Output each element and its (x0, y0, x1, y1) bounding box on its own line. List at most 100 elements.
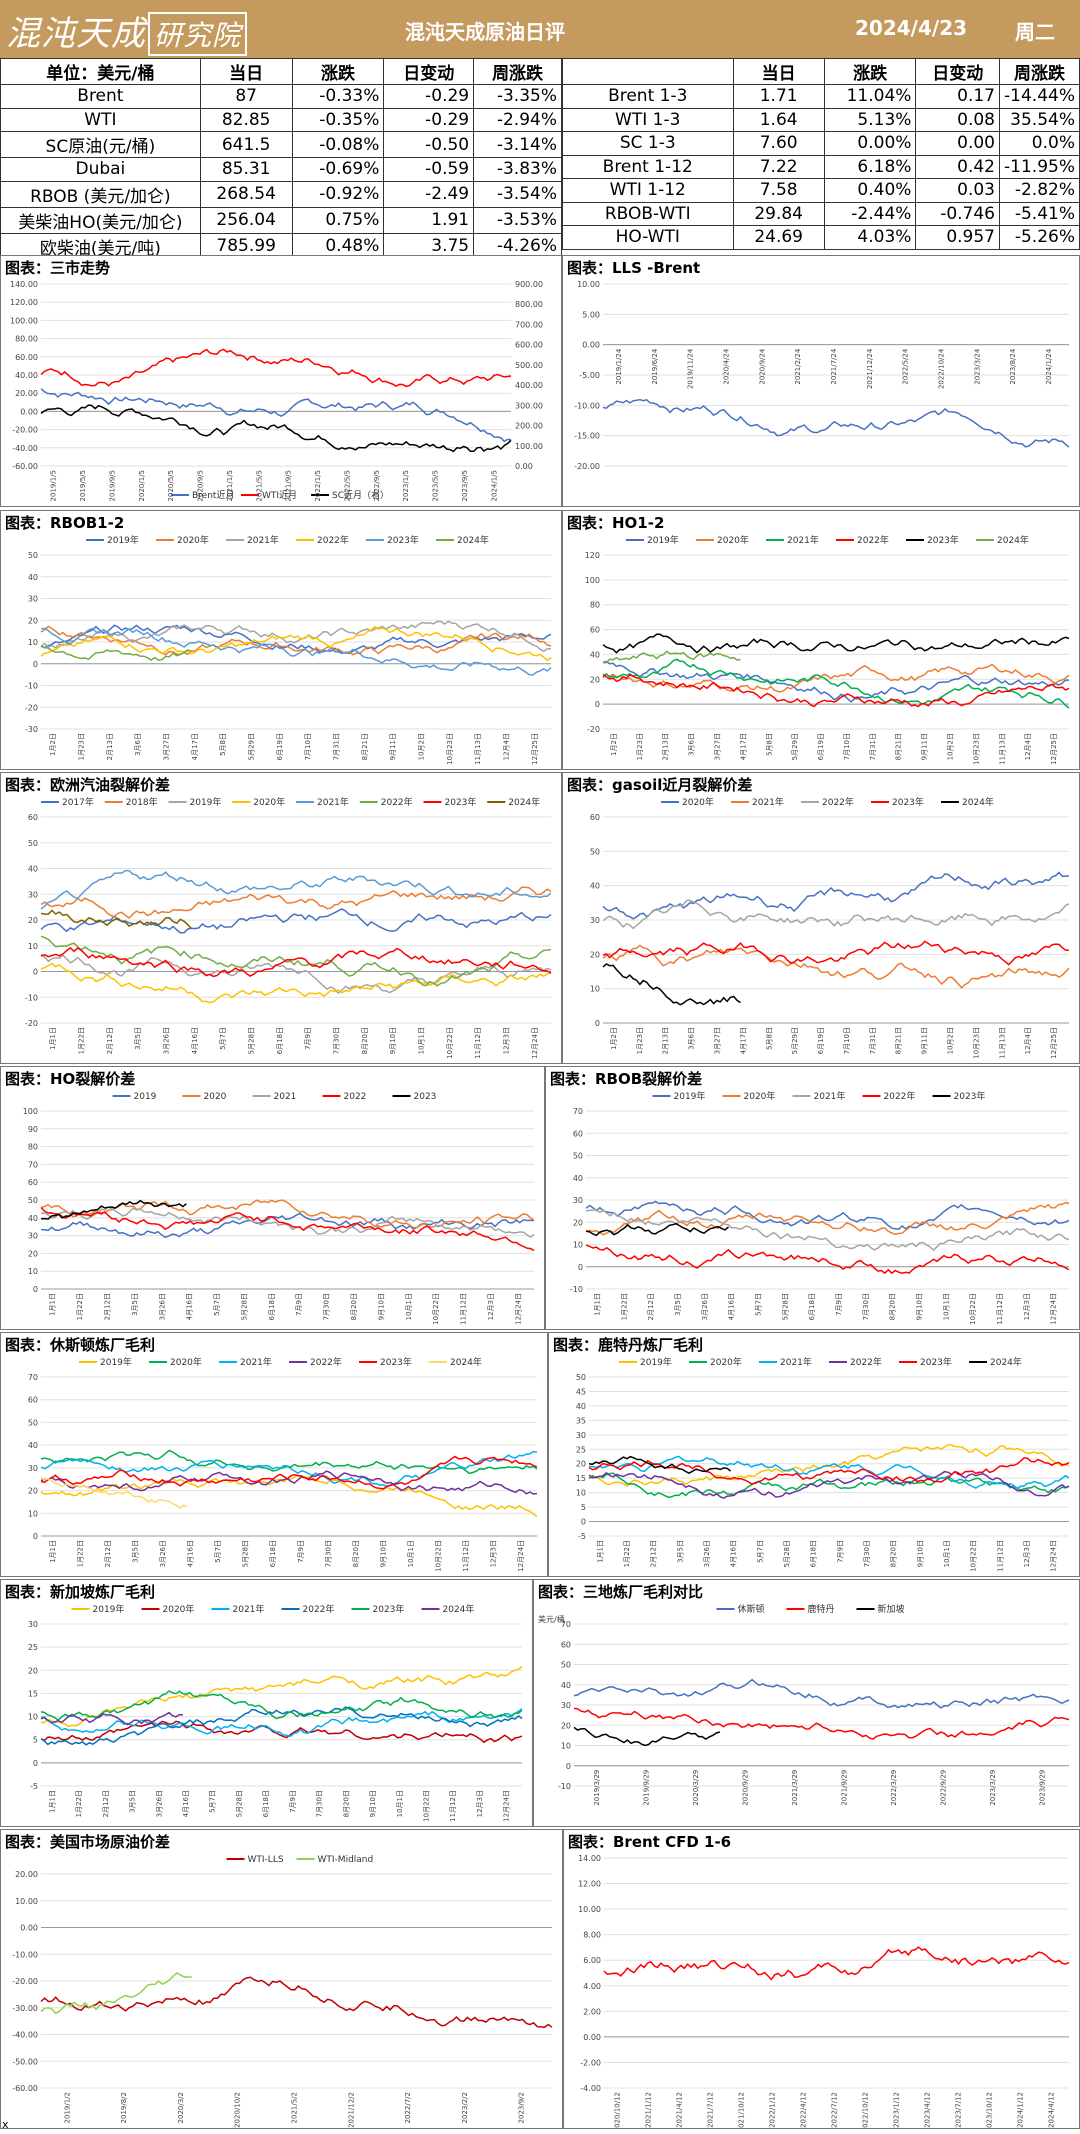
y2-tick-label: 400.00 (515, 381, 543, 390)
y-tick-label: 40.00 (15, 371, 38, 380)
cell-value: 29.84 (732, 201, 825, 226)
row-label: Brent (0, 84, 201, 109)
y-tick-label: 45 (576, 1387, 586, 1396)
x-tick-label: 12月3日 (490, 1540, 498, 1567)
series-line (40, 1706, 523, 1746)
x-tick-label: 2020/10/12 (614, 2092, 622, 2128)
x-tick-label: 2023/3/24 (973, 348, 981, 384)
x-tick-label: 12月24日 (517, 1540, 525, 1572)
y-tick-label: -10 (25, 993, 38, 1002)
legend-entry: 2020年 (163, 1603, 195, 1615)
y-tick-label: -5 (30, 1782, 38, 1791)
y-tick-label: 100 (23, 1107, 38, 1116)
y-tick-label: 30 (28, 1620, 38, 1629)
y-tick-label: 60 (28, 1396, 38, 1405)
chart-plot: 10.00 5.00 0.00 -5.00 -10.00 -15.00 -20.00 2019… (574, 280, 1070, 471)
y-tick-label: 30 (28, 595, 38, 604)
x-tick-label: 2021/4/12 (676, 2092, 684, 2128)
x-tick-label: 4月17日 (739, 733, 747, 760)
x-tick-label: 8月20日 (350, 1293, 358, 1320)
x-tick-label: 7月9日 (836, 1540, 844, 1563)
x-tick-label: 11月13日 (474, 733, 482, 765)
y-tick-label: 60 (590, 626, 600, 635)
series-line (602, 663, 1070, 693)
chart-three-refinery: 图表：三地炼厂毛利对比 休斯顿 鹿特丹 新加坡 70 60 50 40 30 20 10 0 -10 美元… (533, 1579, 1080, 1827)
y-tick-label: 50 (28, 1418, 38, 1427)
x-tick-label: 4月16日 (728, 1293, 736, 1320)
series-line (40, 1212, 535, 1239)
x-tick-label: 1月22日 (76, 1540, 84, 1567)
report-weekday: 周二 (1015, 20, 1055, 44)
x-tick-label: 2022/7/12 (831, 2092, 839, 2128)
legend-entry: 2021年 (240, 1356, 272, 1368)
y-tick-label: -20 (587, 725, 600, 734)
y-tick-label: 10 (28, 1509, 38, 1518)
x-tick-label: 2023/7/12 (955, 2092, 963, 2128)
x-tick-label: 2月12日 (103, 1293, 111, 1320)
chart-rbob-1-2: 图表：RBOB1-2 2019年 2020年 2021年 2022年 2023年 2024年… (0, 510, 562, 770)
chart-plot: 2019年 2020年 2021年 2022年 2023年 2024年 70 60 50 40 30… (28, 1356, 538, 1572)
x-tick-label: 8月20日 (361, 1027, 369, 1054)
y-tick-label: 40 (561, 1681, 571, 1690)
x-tick-label: 6月18日 (276, 1027, 284, 1054)
y-tick-label: 0 (33, 968, 38, 977)
x-tick-label: 1月22日 (75, 1790, 83, 1817)
y-tick-label: -20 (25, 1019, 38, 1028)
x-tick-label: 4月16日 (186, 1293, 194, 1320)
x-tick-label: 9月10日 (916, 1540, 924, 1567)
chart-title: 图表：欧洲汽油裂解价差 (5, 776, 171, 794)
x-tick-label: 5月7日 (219, 1027, 227, 1050)
legend-entry: 2023年 (373, 1603, 405, 1615)
chart-title: 图表：三市走势 (5, 259, 111, 277)
legend-entry: WTI近月 (262, 489, 297, 501)
table-header-cell: 涨跌 (291, 58, 385, 85)
y-tick-label: 10.00 (578, 1905, 601, 1914)
x-tick-label: 4月16日 (182, 1790, 190, 1817)
x-tick-label: 2021/2/24 (794, 348, 802, 384)
x-tick-label: 2020/3/29 (692, 1770, 700, 1806)
x-tick-label: 6月18日 (268, 1293, 276, 1320)
y-tick-label: 30 (561, 1701, 571, 1710)
x-tick-label: 2022/7/2 (404, 2092, 412, 2123)
y-tick-label: 50 (573, 1152, 583, 1161)
y-tick-label: 60 (28, 813, 38, 822)
x-tick-label: 2020/4/24 (722, 348, 730, 384)
x-tick-label: 9月10日 (369, 1790, 377, 1817)
y-tick-label: 10 (576, 1489, 586, 1498)
x-tick-label: 3月27日 (714, 1027, 722, 1054)
chart-plot: 休斯顿 鹿特丹 新加坡 70 60 50 40 30 20 10 0 -10 美元/桶 2019/3/29… (538, 1603, 1070, 1806)
chart-title: 图表：gasoil近月裂解价差 (567, 776, 753, 794)
y-tick-label: 35 (576, 1416, 586, 1425)
table-header-cell: 周涨跌 (999, 58, 1080, 85)
y-tick-label: 30 (28, 1232, 38, 1241)
chart-plot: 2019 2020 2021 2022 202310090807060504030201… (23, 1092, 535, 1325)
x-tick-label: 10月1日 (405, 1293, 413, 1320)
x-tick-label: 3月26日 (155, 1790, 163, 1817)
y-tick-label: 4.00 (583, 1982, 601, 1991)
y-tick-label: -10 (558, 1782, 571, 1791)
cell-value: -2.82% (999, 178, 1080, 203)
x-tick-label: 10月22日 (446, 1027, 454, 1059)
x-tick-label: 11月12日 (449, 1790, 457, 1822)
chart-plot: 2020年 2021年 2022年 2023年 2024年 60 50 40 30 20 10 0 1月… (590, 796, 1070, 1059)
x-tick-label: 3月26日 (163, 1027, 171, 1054)
y-tick-label: 40 (590, 650, 600, 659)
x-tick-label: 2021/9/5 (285, 470, 293, 501)
x-tick-label: 9月10日 (379, 1540, 387, 1567)
cell-value: -0.29 (383, 84, 475, 109)
x-tick-label: 9月10日 (377, 1293, 385, 1320)
x-tick-label: 5月28日 (235, 1790, 243, 1817)
y-tick-label: 0 (581, 1518, 586, 1527)
x-tick-label: 2019/1/2 (63, 2092, 71, 2123)
cell-value: 7.60 (732, 131, 825, 156)
series-line (602, 633, 1070, 654)
table-row: HO-WTI 24.69 4.03% 0.957 -5.26% (562, 225, 1080, 250)
x-tick-label: 2022/9/5 (373, 470, 381, 501)
x-tick-label: 8月21日 (895, 733, 903, 760)
x-tick-label: 11月12日 (474, 1027, 482, 1059)
x-tick-label: 2022/10/24 (938, 348, 946, 389)
legend-entry: 2024年 (990, 1356, 1022, 1368)
series-line (588, 1472, 1070, 1499)
legend-entry: 2023年 (954, 1090, 986, 1102)
legend-entry: 2021年 (814, 1090, 846, 1102)
